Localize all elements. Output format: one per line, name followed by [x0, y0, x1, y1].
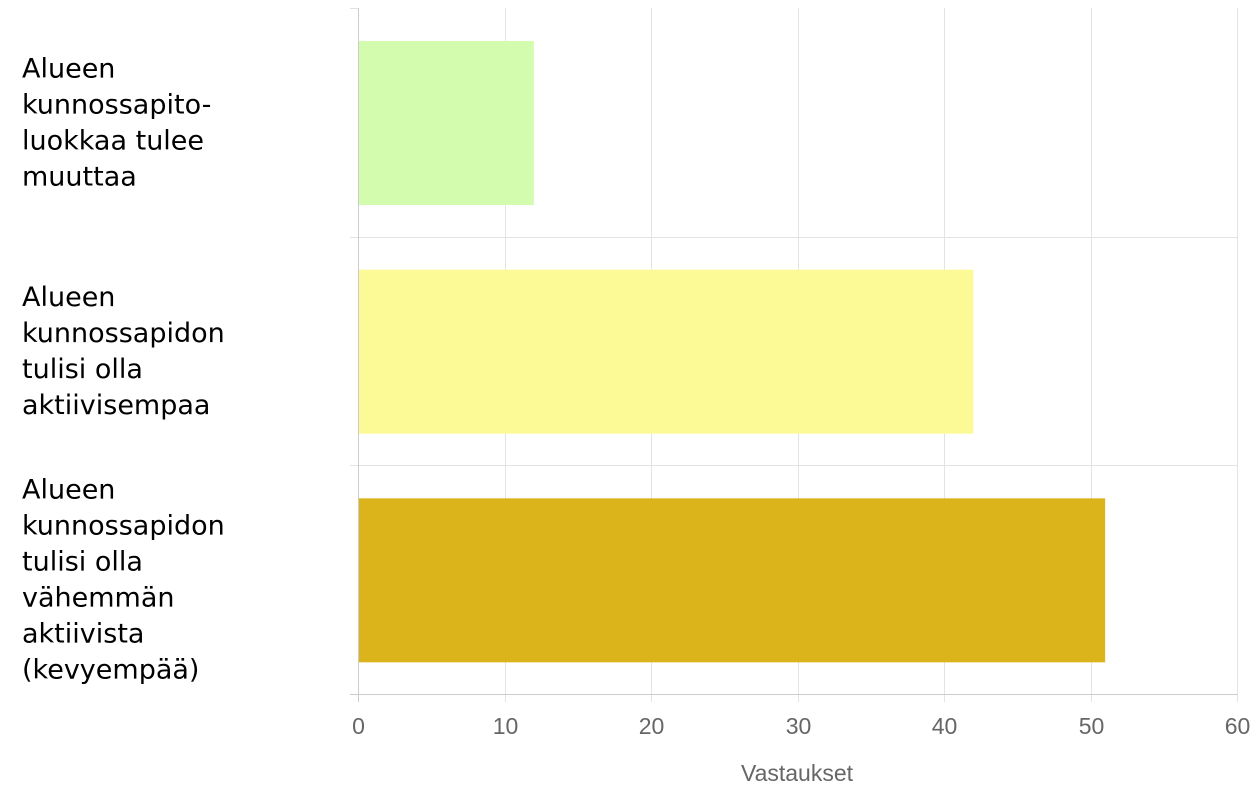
x-tick-label: 20: [639, 713, 665, 739]
bar: [358, 41, 534, 205]
category-label-line: luokkaa tulee: [22, 125, 204, 156]
category-label-line: Alueen: [22, 475, 115, 506]
bar: [358, 269, 974, 434]
x-tick-label: 60: [1225, 713, 1251, 739]
x-tick-labels: 0 10 20 30 40 50 60: [352, 713, 1250, 739]
category-label-line: (kevyempää): [22, 655, 199, 686]
category-label-line: Alueen: [22, 53, 115, 84]
category-label-line: kunnossapidon: [22, 318, 225, 349]
category-label-line: aktiivista: [22, 619, 144, 650]
grid-lines: [350, 8, 1238, 702]
axes: [350, 8, 1237, 702]
category-label: Alueen kunnossapidon tulisi olla aktiivisem…: [22, 282, 225, 421]
category-labels: Alueen kunnossapito-luokkaa tulee muuttaaA…: [22, 53, 225, 685]
category-label-line: kunnossapidon: [22, 511, 225, 542]
x-tick-label: 40: [932, 713, 958, 739]
bars: [358, 41, 1106, 663]
x-tick-label: 0: [352, 713, 365, 739]
category-label-line: Alueen: [22, 282, 115, 313]
x-axis-title: Vastaukset: [741, 760, 854, 786]
category-label-line: kunnossapito-: [22, 89, 211, 120]
x-tick-label: 50: [1079, 713, 1105, 739]
category-label: Alueen kunnossapidon tulisi olla vähemmän ak…: [22, 475, 225, 686]
category-label-line: tulisi olla: [22, 547, 143, 578]
x-tick-label: 30: [786, 713, 812, 739]
category-label-line: vähemmän: [22, 583, 175, 614]
category-label-line: tulisi olla: [22, 354, 143, 385]
x-tick-label: 10: [493, 713, 519, 739]
bar: [358, 498, 1106, 663]
category-label-line: aktiivisempaa: [22, 390, 210, 421]
category-label: Alueen kunnossapito-luokkaa tulee muuttaa: [22, 53, 211, 192]
category-label-line: muuttaa: [22, 161, 137, 192]
